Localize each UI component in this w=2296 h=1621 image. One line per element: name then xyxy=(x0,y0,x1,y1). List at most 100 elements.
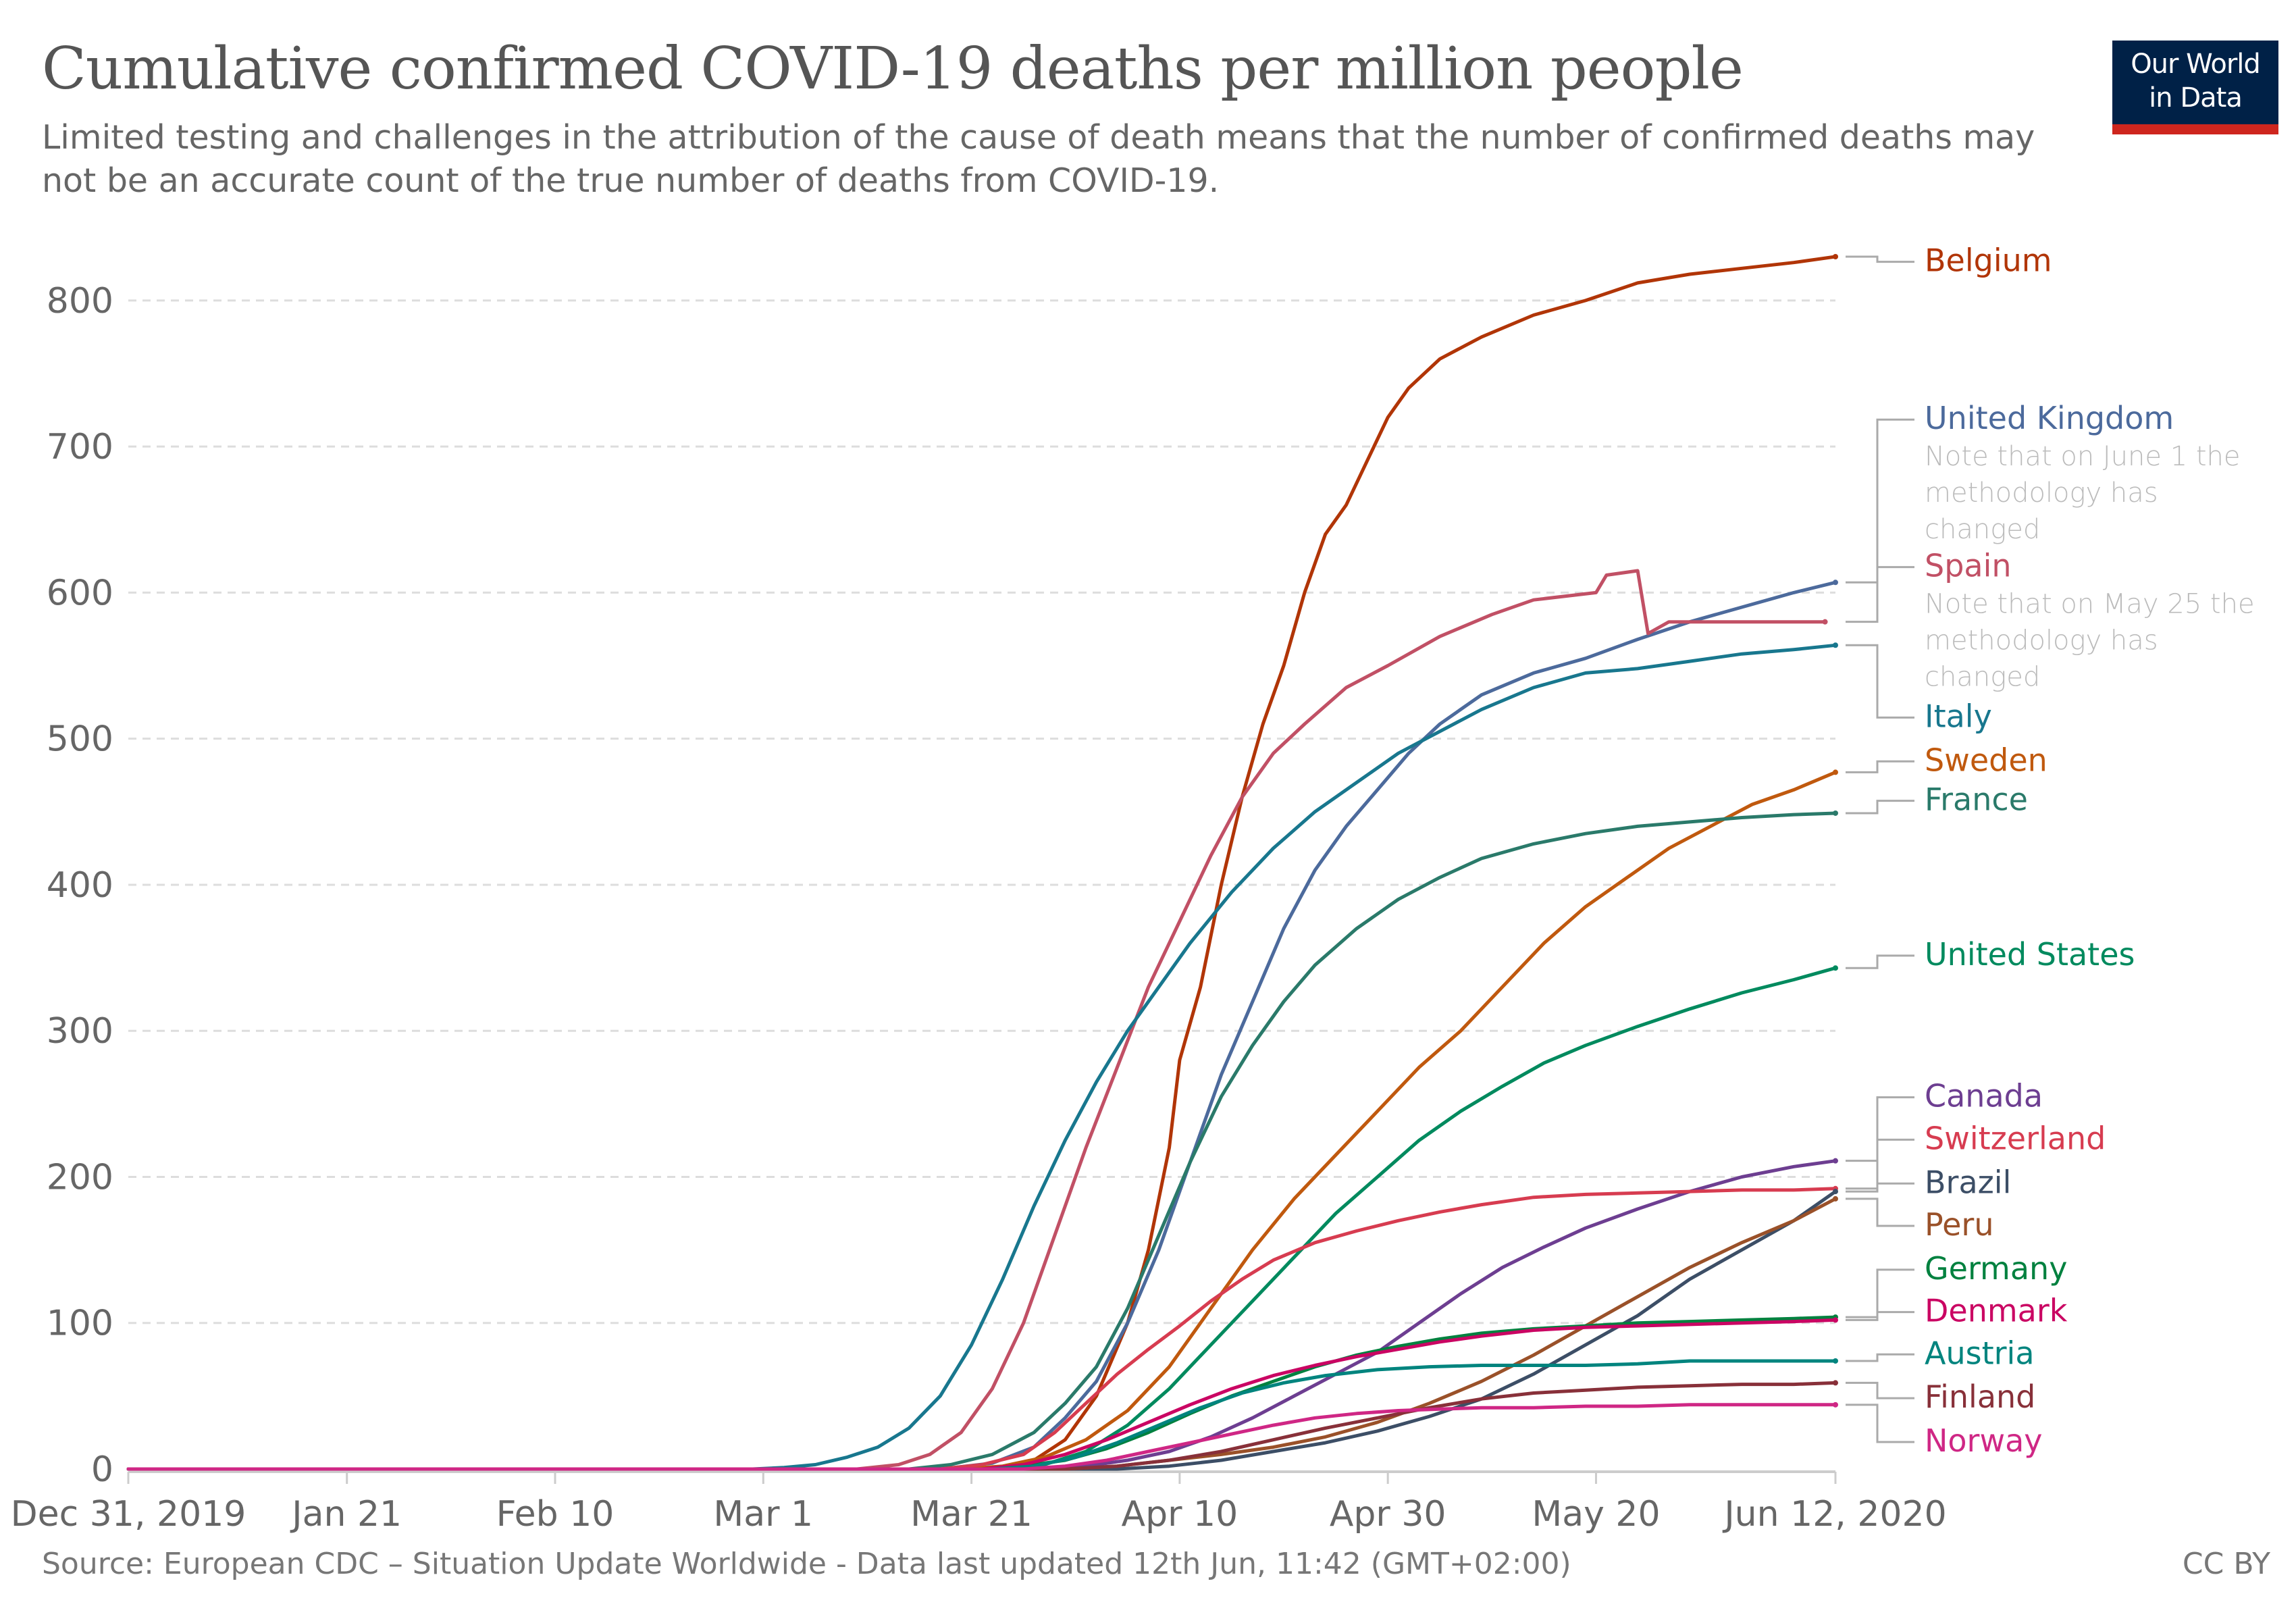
x-tick-label: Jun 12, 2020 xyxy=(1722,1494,1946,1535)
series-endpoint xyxy=(1833,769,1838,775)
series-line-germany[interactable] xyxy=(126,1315,1837,1471)
methodology-note: methodology has xyxy=(1925,478,2158,509)
series-label-germany[interactable]: Germany xyxy=(1925,1250,2067,1287)
logo-line-1: Our World xyxy=(2131,49,2261,80)
y-axis-ticks: 0 100 200 300 400 500 600 700 800 xyxy=(47,281,113,1490)
series-line-italy[interactable] xyxy=(126,643,1837,1471)
series-line-united-states[interactable] xyxy=(126,966,1837,1471)
x-tick-label: Jan 21 xyxy=(290,1494,402,1535)
series-endpoint xyxy=(1833,580,1838,586)
label-connector xyxy=(1846,644,1914,719)
label-connector xyxy=(1846,1381,1914,1399)
series-line-france[interactable] xyxy=(126,811,1837,1471)
x-tick-label: Dec 31, 2019 xyxy=(11,1494,246,1535)
series-line-sweden[interactable] xyxy=(126,770,1837,1471)
label-connector xyxy=(1846,1182,1914,1193)
label-connector xyxy=(1846,255,1914,263)
series-line-peru[interactable] xyxy=(126,1197,1837,1471)
series-label-austria[interactable]: Austria xyxy=(1925,1335,2035,1371)
y-tick-label: 800 xyxy=(47,281,113,321)
x-tick-label: Mar 21 xyxy=(910,1494,1033,1535)
series-line-finland[interactable] xyxy=(126,1381,1837,1471)
y-tick-label: 600 xyxy=(47,573,113,613)
series-endpoint xyxy=(1833,642,1838,648)
series-label-france[interactable]: France xyxy=(1925,781,2028,818)
series-label-united-states[interactable]: United States xyxy=(1925,936,2135,973)
y-tick-label: 0 xyxy=(91,1449,113,1490)
x-tick-label: Mar 1 xyxy=(713,1494,813,1535)
license-link[interactable]: CC BY xyxy=(2182,1547,2270,1581)
methodology-note: changed xyxy=(1925,514,2040,545)
series-label-brazil[interactable]: Brazil xyxy=(1925,1164,2011,1200)
y-tick-label: 200 xyxy=(47,1157,113,1198)
series-label-finland[interactable]: Finland xyxy=(1925,1379,2035,1415)
methodology-note: methodology has xyxy=(1925,625,2158,657)
series-endpoint xyxy=(1833,1401,1838,1408)
y-tick-label: 100 xyxy=(47,1304,113,1344)
x-axis: Dec 31, 2019 Jan 21 Feb 10 Mar 1 Mar 21 Apr 1… xyxy=(11,1470,1947,1535)
series-endpoint xyxy=(1833,1380,1838,1386)
series-label-peru[interactable]: Peru xyxy=(1925,1206,1993,1243)
owid-logo[interactable]: Our World in Data xyxy=(2112,41,2278,134)
label-connector xyxy=(1846,418,1914,584)
x-tick-label: Apr 30 xyxy=(1330,1494,1446,1535)
label-connector xyxy=(1846,1138,1914,1190)
series-line-austria[interactable] xyxy=(126,1359,1837,1471)
series-endpoint xyxy=(1833,1317,1838,1323)
series-label-italy[interactable]: Italy xyxy=(1925,698,1992,734)
series-line-canada[interactable] xyxy=(126,1159,1837,1471)
series-label-norway[interactable]: Norway xyxy=(1925,1422,2043,1459)
methodology-note: Note that on May 25 the xyxy=(1925,589,2255,620)
series-endpoint xyxy=(1833,1158,1838,1164)
label-connectors xyxy=(1846,255,1914,1443)
label-connector xyxy=(1846,1198,1914,1227)
y-tick-label: 500 xyxy=(47,719,113,760)
series-endpoint xyxy=(1833,1195,1838,1202)
series-endpoint xyxy=(1822,619,1828,625)
series-line-norway[interactable] xyxy=(126,1403,1837,1471)
logo-accent-bar xyxy=(2112,124,2278,134)
series-line-denmark[interactable] xyxy=(126,1318,1837,1471)
x-tick-label: May 20 xyxy=(1532,1494,1660,1535)
chart-subtitle: Limited testing and challenges in the at… xyxy=(42,118,2035,200)
series-lines xyxy=(126,254,1838,1471)
series-label-united-kingdom[interactable]: United Kingdom xyxy=(1925,400,2174,436)
chart-title: Cumulative confirmed COVID-19 deaths per… xyxy=(42,35,1744,103)
methodology-note: changed xyxy=(1925,662,2040,693)
label-connector xyxy=(1846,566,1914,623)
series-line-belgium[interactable] xyxy=(126,255,1837,1471)
label-connector xyxy=(1846,1404,1914,1443)
label-connector xyxy=(1846,1096,1914,1162)
series-line-united-kingdom[interactable] xyxy=(126,580,1837,1471)
series-endpoint xyxy=(1833,1358,1838,1364)
series-endpoint xyxy=(1833,810,1838,816)
label-connector xyxy=(1846,1353,1914,1362)
y-tick-label: 400 xyxy=(47,865,113,906)
x-tick-label: Feb 10 xyxy=(496,1494,615,1535)
series-line-spain[interactable] xyxy=(126,569,1827,1471)
series-line-switzerland[interactable] xyxy=(126,1187,1837,1471)
series-label-switzerland[interactable]: Switzerland xyxy=(1925,1120,2106,1156)
series-endpoint xyxy=(1833,965,1838,971)
logo-text: Our World in Data xyxy=(2112,47,2278,115)
label-connector xyxy=(1846,954,1914,969)
y-tick-label: 700 xyxy=(47,427,113,467)
series-label-belgium[interactable]: Belgium xyxy=(1925,242,2052,279)
series-label-denmark[interactable]: Denmark xyxy=(1925,1293,2068,1329)
series-label-canada[interactable]: Canada xyxy=(1925,1078,2043,1114)
series-endpoint xyxy=(1833,254,1838,259)
series-labels: Belgium United Kingdom Note that on June 1… xyxy=(1925,242,2255,1459)
label-connector xyxy=(1846,1311,1914,1321)
series-label-sweden[interactable]: Sweden xyxy=(1925,742,2047,778)
source-note[interactable]: Source: European CDC – Situation Update … xyxy=(42,1547,1571,1581)
series-label-spain[interactable]: Spain xyxy=(1925,548,2012,584)
y-tick-label: 300 xyxy=(47,1011,113,1052)
x-tick-label: Apr 10 xyxy=(1122,1494,1238,1535)
series-endpoint xyxy=(1833,1189,1838,1195)
label-connector xyxy=(1846,800,1914,815)
label-connector xyxy=(1846,760,1914,773)
methodology-note: Note that on June 1 the xyxy=(1925,441,2241,472)
gridlines xyxy=(128,299,1835,1324)
logo-line-2: in Data xyxy=(2149,82,2243,113)
label-connector xyxy=(1846,1268,1914,1318)
